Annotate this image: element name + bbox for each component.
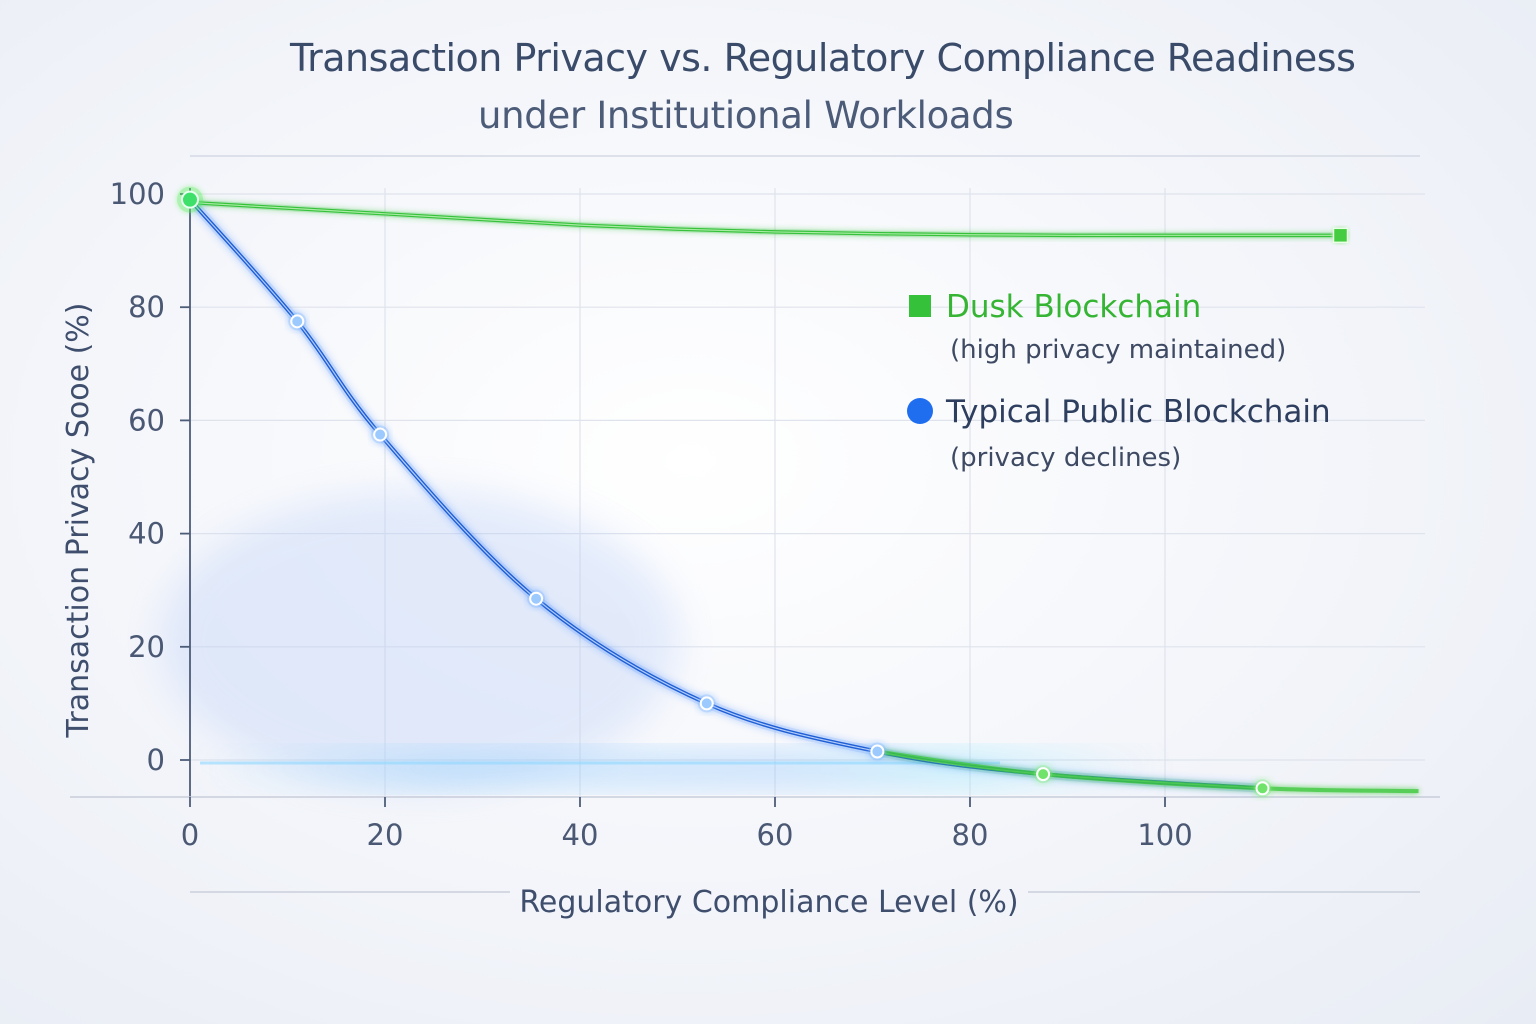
legend-note-public: (privacy declines) [950,443,1181,473]
x-tick-labels: 0 20 40 60 80 100 [181,818,1193,852]
legend-label-dusk: Dusk Blockchain [946,289,1201,325]
dusk-line-highlight [189,201,1341,236]
public-marker [1255,781,1270,796]
public-marker [529,591,544,606]
legend: Dusk Blockchain (high privacy maintained… [907,289,1331,473]
x-axis-label: Regulatory Compliance Level (%) [519,885,1018,920]
dusk-end-marker [1332,227,1349,244]
legend-square-dusk [909,295,931,317]
y-axis-label: Transaction Privacy Sooe (%) [61,303,96,739]
x-tick-label: 60 [757,818,794,852]
x-tick-label: 40 [562,818,599,852]
public-marker [699,696,714,711]
x-tick-label: 80 [952,818,989,852]
series-layer [177,186,1419,798]
y-tick-label: 40 [128,517,165,551]
y-tick-label: 80 [128,290,165,324]
legend-label-public: Typical Public Blockchain [945,394,1331,430]
chart-title: Transaction Privacy vs. Regulatory Compl… [290,36,1356,80]
public-marker [373,427,388,442]
legend-dot-public [907,398,933,424]
public-tail-green [877,749,1419,794]
y-tick-label: 60 [128,403,165,437]
y-tick-label: 0 [147,743,165,777]
start-marker [181,190,199,209]
public-marker [1036,767,1051,782]
chart-subtitle: under Institutional Workloads [478,94,1014,137]
public-marker [290,314,305,329]
x-tick-label: 100 [1137,818,1192,852]
dusk-line [189,200,1341,238]
y-tick-labels: 0 20 40 60 80 100 [110,177,165,777]
y-tick-label: 20 [128,630,165,664]
x-tick-label: 0 [181,818,199,852]
axes [70,188,1440,807]
legend-note-dusk: (high privacy maintained) [950,335,1286,365]
public-marker [870,744,885,759]
y-tick-label: 100 [110,177,165,211]
blue-haze [160,490,680,790]
glow-layer [160,490,1160,790]
x-tick-label: 20 [367,818,404,852]
